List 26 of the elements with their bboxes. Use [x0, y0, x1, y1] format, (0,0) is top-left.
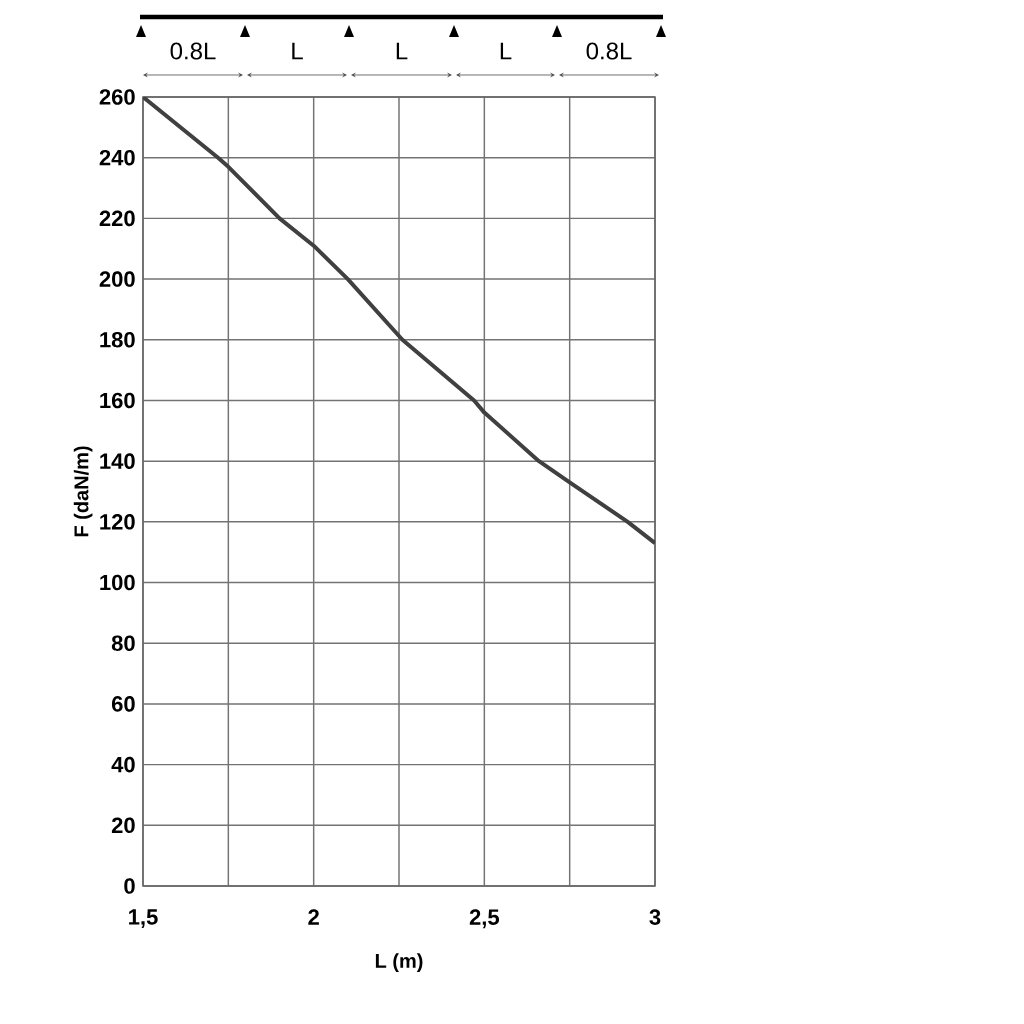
y-tick-label: 140: [100, 453, 135, 469]
y-tick-label: 160: [100, 392, 135, 409]
line-series: [143, 96, 656, 546]
y-tick-label: 0: [124, 878, 135, 894]
y-tick-label: 100: [100, 574, 135, 591]
x-tick-label: 2: [308, 909, 319, 925]
x-axis-title: L (m): [375, 953, 423, 972]
y-tick-label: 240: [99, 149, 135, 166]
text: L: [292, 42, 303, 60]
text: L: [396, 42, 408, 60]
y-tick-label: 120: [100, 514, 135, 530]
y-tick-label: 180: [100, 331, 135, 348]
y-tick-label: 40: [111, 756, 135, 773]
text: 0.8L: [170, 42, 216, 60]
text: L: [500, 42, 512, 60]
y-tick-label: 220: [99, 210, 135, 227]
x-tick-label: 1,5: [129, 909, 158, 928]
y-tick-label: 60: [111, 696, 135, 712]
text: 0.8L: [586, 42, 632, 60]
y-tick-label: 20: [111, 817, 135, 834]
y-tick-label: 200: [99, 271, 135, 287]
y-tick-label: 260: [99, 89, 135, 105]
y-axis-title: F (daN/m): [73, 446, 93, 537]
y-tick-label: 80: [111, 635, 135, 652]
x-tick-label: 2,5: [469, 909, 500, 929]
x-tick-label: 3: [649, 909, 661, 925]
